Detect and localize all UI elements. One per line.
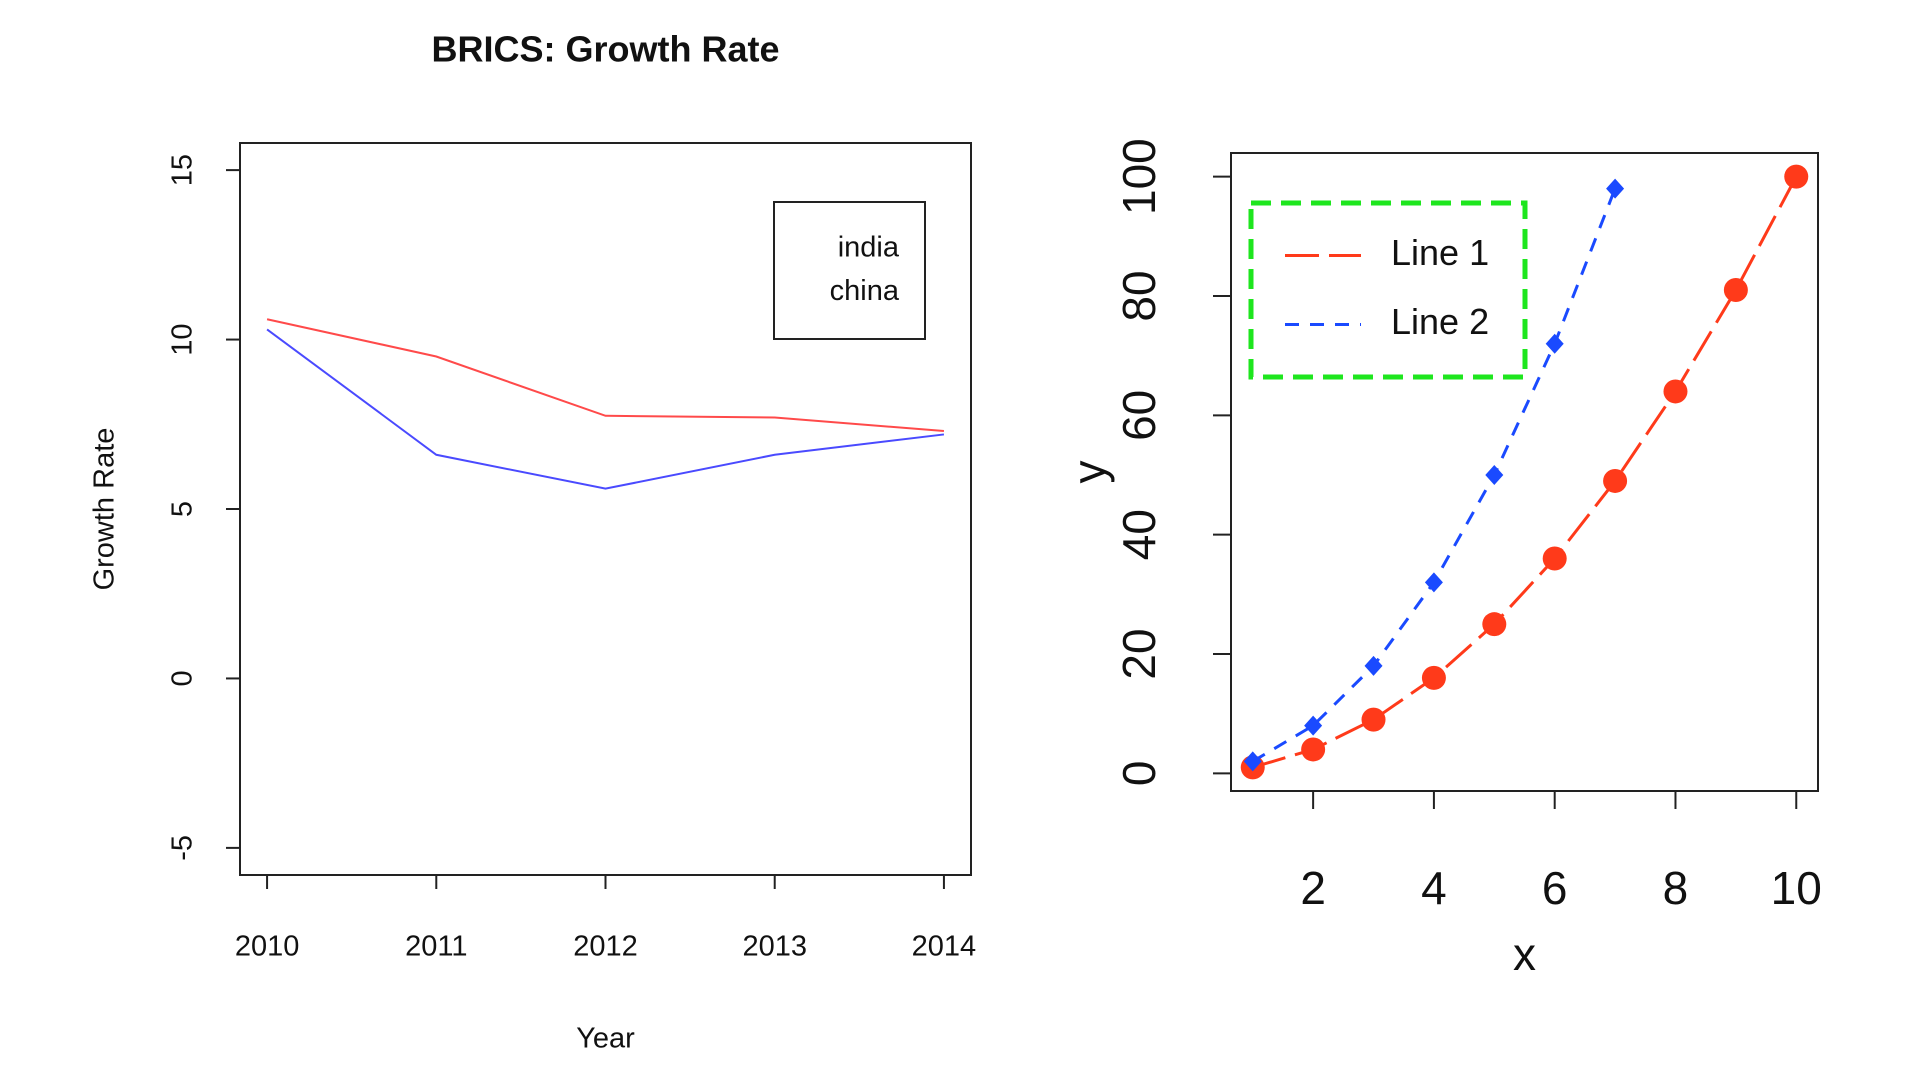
point xyxy=(1364,655,1383,676)
point xyxy=(1361,707,1386,732)
series-line xyxy=(266,328,945,490)
legend-label: china xyxy=(830,275,900,307)
point xyxy=(1606,178,1625,199)
legend-label: india xyxy=(838,231,900,263)
point xyxy=(1784,164,1809,189)
y-axis-label: y xyxy=(1063,461,1115,484)
x-tick-label: 6 xyxy=(1542,862,1568,914)
series-line xyxy=(1252,175,1798,769)
x-tick-label: 2011 xyxy=(405,931,467,963)
y-tick-label: 20 xyxy=(1113,628,1165,679)
x-tick-label: 2013 xyxy=(742,931,807,963)
chart-title: BRICS: Growth Rate xyxy=(431,29,779,70)
x-tick-label: 4 xyxy=(1421,862,1447,914)
y-tick-label: 0 xyxy=(1113,761,1165,787)
point xyxy=(1603,468,1628,493)
y-tick-label: 10 xyxy=(167,323,199,355)
point xyxy=(1304,715,1323,736)
x-axis-label: x xyxy=(1513,928,1536,980)
y-axis-label: Growth Rate xyxy=(89,428,121,591)
x-tick-label: 2014 xyxy=(912,931,977,963)
x-tick-label: 8 xyxy=(1663,862,1689,914)
y-tick-label: 80 xyxy=(1113,270,1165,321)
point xyxy=(1421,665,1446,690)
x-tick-label: 2 xyxy=(1300,862,1326,914)
point xyxy=(1424,572,1443,593)
point xyxy=(1723,278,1748,303)
point xyxy=(1542,546,1567,571)
y-tick-label: 100 xyxy=(1113,138,1165,215)
point xyxy=(1243,751,1262,772)
x-tick-label: 10 xyxy=(1771,862,1822,914)
y-tick-label: 60 xyxy=(1113,390,1165,441)
x-tick-label: 2012 xyxy=(573,931,638,963)
y-tick-label: -5 xyxy=(167,835,199,861)
point xyxy=(1482,612,1507,637)
x-axis-label: Year xyxy=(576,1023,635,1055)
series-line xyxy=(266,318,945,433)
y-tick-label: 0 xyxy=(167,670,199,686)
legend-label: Line 1 xyxy=(1391,232,1489,273)
legend-box xyxy=(1248,200,1528,380)
point xyxy=(1663,379,1688,404)
point xyxy=(1545,333,1564,354)
y-tick-label: 40 xyxy=(1113,509,1165,560)
y-tick-label: 15 xyxy=(167,154,199,186)
x-tick-label: 2010 xyxy=(235,931,300,963)
point xyxy=(1301,737,1326,762)
legend-label: Line 2 xyxy=(1391,301,1489,342)
y-tick-label: 5 xyxy=(167,501,199,517)
point xyxy=(1485,464,1504,485)
legend-box xyxy=(773,201,926,340)
